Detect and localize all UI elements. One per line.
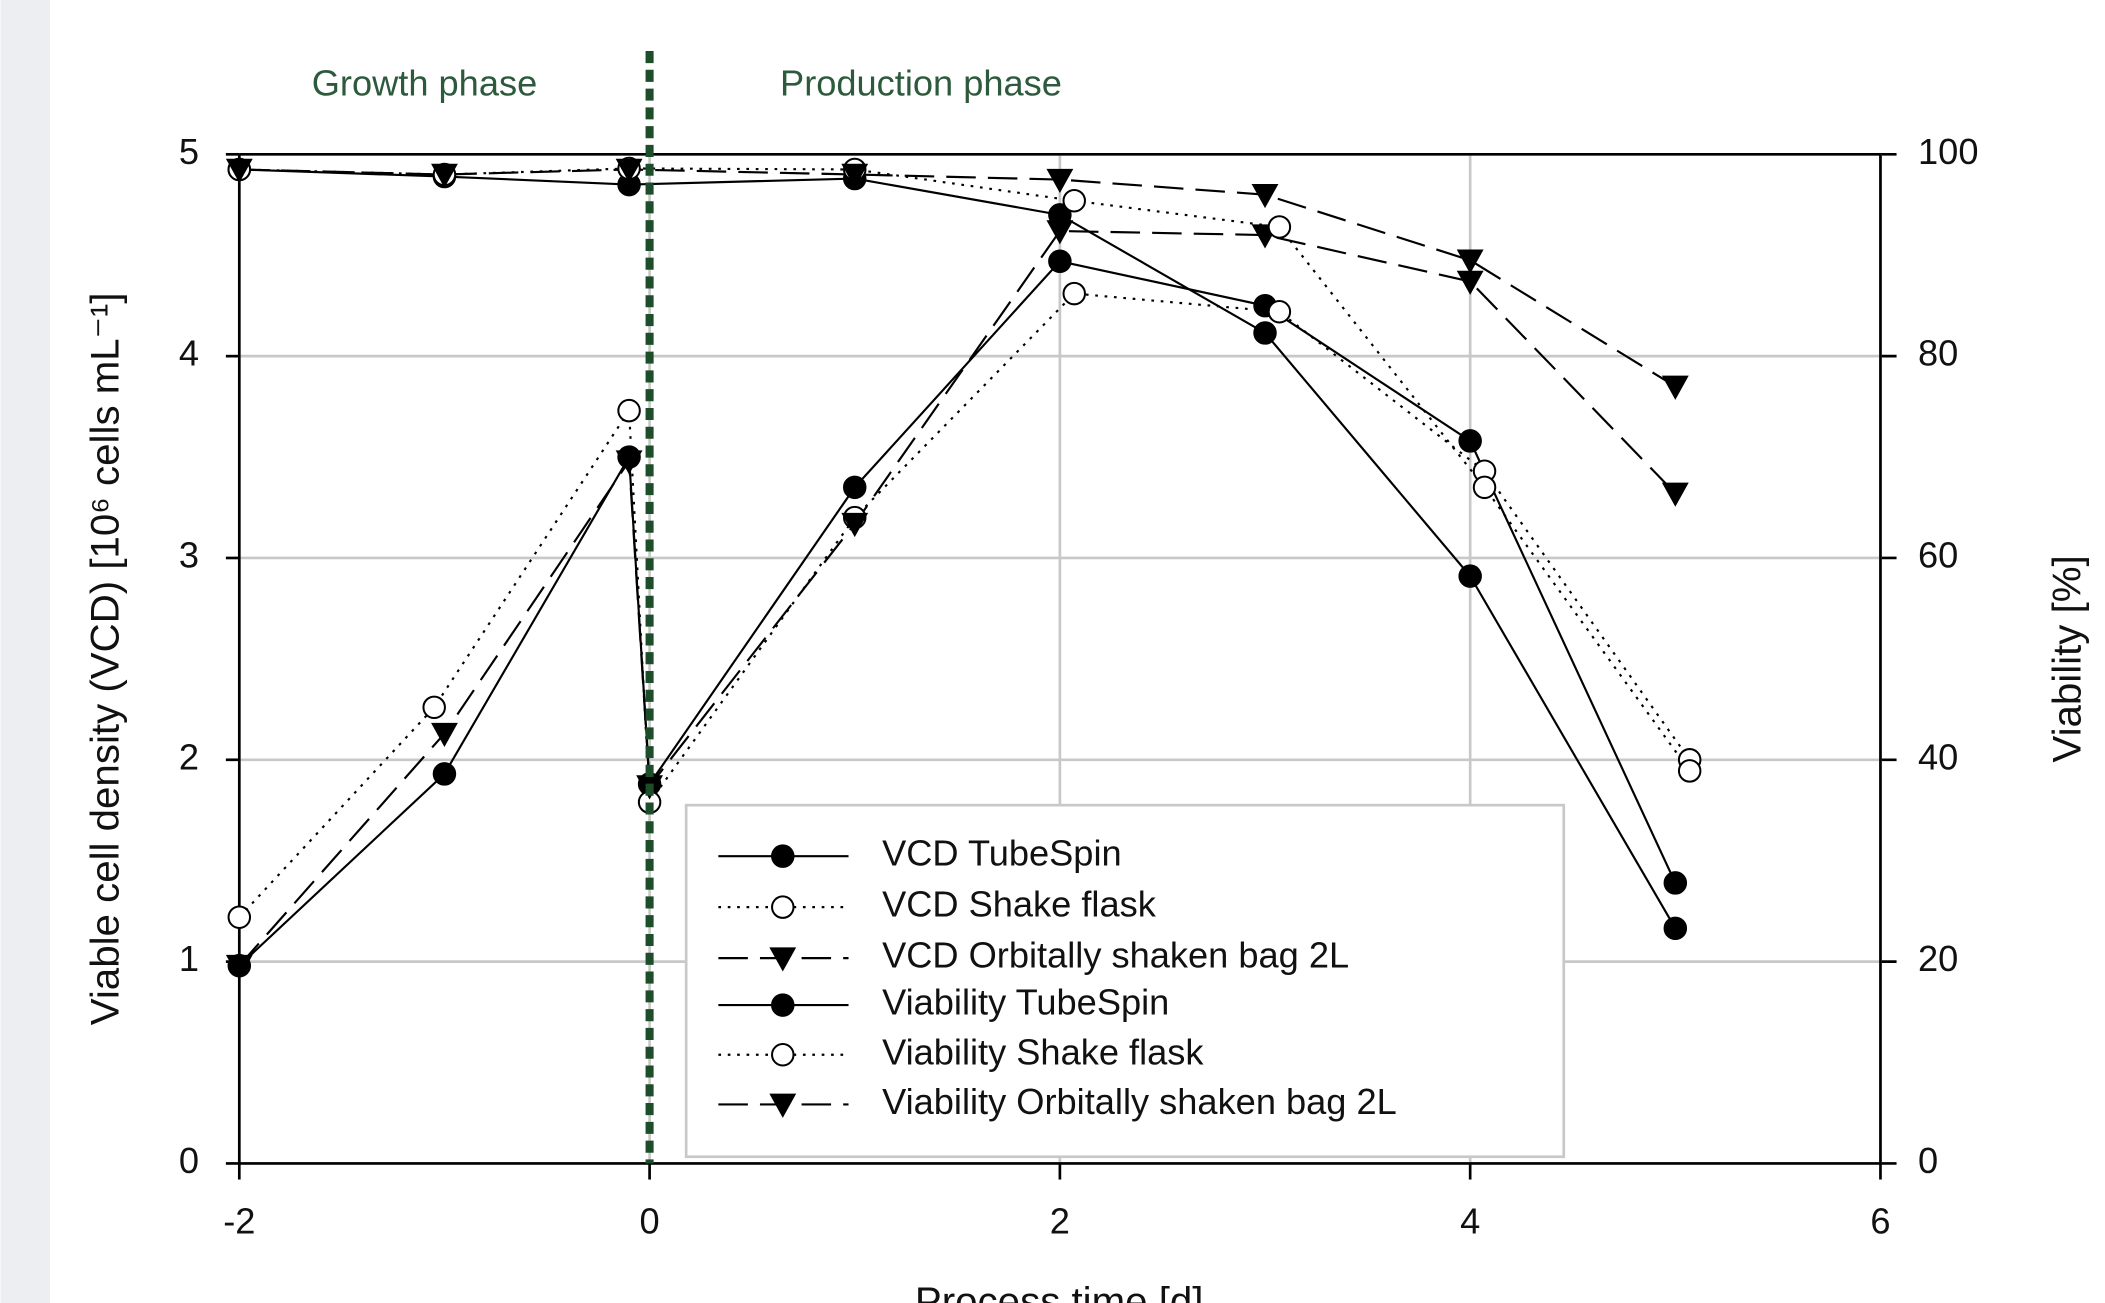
series-line (239, 168, 1676, 388)
marker (1456, 270, 1484, 295)
marker (1048, 203, 1072, 227)
marker (1267, 300, 1292, 324)
legend-label: VCD Shake flask (882, 884, 1157, 925)
legend-marker (771, 1043, 795, 1067)
marker (1267, 215, 1292, 239)
y-tick-label: 4 (179, 333, 199, 374)
y-axis-label: Viable cell density (VCD) [10⁶ cells mL⁻… (82, 292, 127, 1025)
series-line (238, 292, 1691, 918)
annotation: Production phase (780, 62, 1062, 103)
legend-label: Viability TubeSpin (882, 982, 1169, 1023)
legend-label: VCD TubeSpin (882, 833, 1122, 874)
x-tick-label: 4 (1460, 1200, 1480, 1241)
marker (1046, 220, 1074, 245)
x-tick-label: 2 (1050, 1200, 1070, 1241)
marker (227, 905, 252, 929)
legend-label: VCD Orbitally shaken bag 2L (882, 935, 1349, 976)
marker (841, 512, 869, 538)
marker (615, 450, 643, 475)
y2-tick-label: 0 (1918, 1140, 1938, 1181)
marker (1062, 281, 1086, 306)
marker (1253, 321, 1277, 345)
marker (1458, 564, 1482, 588)
marker (422, 695, 446, 720)
y-tick-label: 0 (179, 1140, 199, 1181)
marker (225, 954, 253, 980)
legend-label: Viability Orbitally shaken bag 2L (882, 1081, 1397, 1122)
legend-marker (771, 993, 795, 1017)
x-tick-label: -2 (223, 1200, 255, 1241)
marker (1677, 759, 1702, 783)
marker (1661, 482, 1689, 507)
y2-tick-label: 60 (1918, 535, 1958, 576)
marker (1048, 249, 1072, 274)
marker (1661, 375, 1689, 400)
y2-tick-label: 100 (1918, 131, 1978, 172)
legend-marker (769, 1093, 797, 1118)
marker (841, 163, 869, 188)
marker (225, 158, 253, 183)
marker (1062, 188, 1086, 213)
y2-tick-label: 40 (1918, 736, 1958, 777)
marker (432, 762, 457, 786)
marker (1456, 249, 1484, 274)
y2-tick-label: 20 (1918, 938, 1958, 979)
marker (617, 398, 641, 423)
marker (1663, 916, 1688, 941)
y-tick-label: 1 (179, 938, 199, 979)
marker (1458, 429, 1482, 453)
legend-marker (771, 895, 795, 919)
marker (1472, 475, 1497, 500)
x-axis-label: Process time [d] (915, 1279, 1204, 1303)
y2-tick-label: 80 (1918, 333, 1958, 374)
side-strip (0, 0, 51, 1303)
y-tick-label: 5 (179, 131, 199, 172)
marker (431, 163, 458, 188)
marker (1663, 871, 1688, 895)
y-tick-label: 3 (179, 535, 199, 576)
y-tick-label: 2 (179, 736, 199, 777)
marker (431, 722, 458, 747)
annotation: Growth phase (312, 62, 537, 103)
legend-label: Viability Shake flask (882, 1031, 1204, 1072)
legend: VCD TubeSpin VCD Shake flask VCD Orbitally… (684, 803, 1566, 1159)
legend-box (684, 803, 1566, 1159)
legend-marker (769, 947, 797, 972)
series-line (239, 168, 1677, 929)
legend-marker (771, 844, 795, 868)
marker (1046, 168, 1074, 193)
y2-axis-label: Viability [%] (2044, 555, 2089, 762)
x-tick-label: 0 (640, 1200, 660, 1241)
x-tick-label: 6 (1870, 1200, 1890, 1241)
marker (842, 475, 867, 500)
marker (615, 158, 643, 183)
marker (1251, 183, 1279, 209)
